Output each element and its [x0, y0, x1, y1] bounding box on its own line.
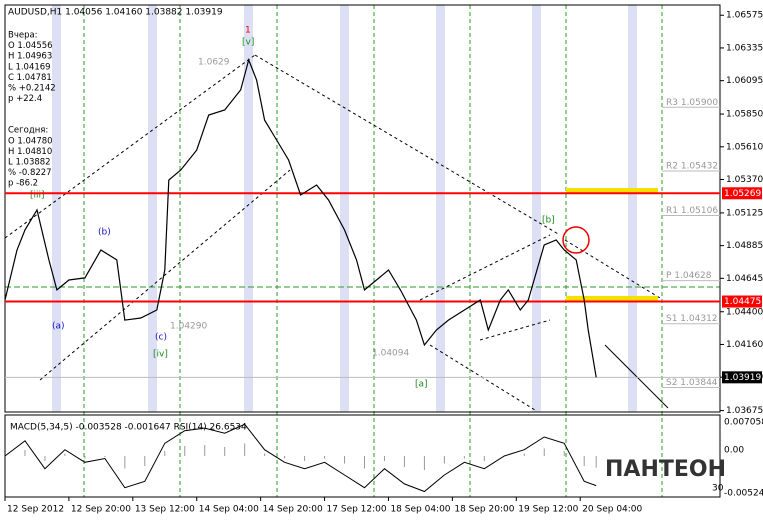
info-line: O 1.04780 — [8, 136, 53, 146]
pivot-label: S1 1.04312 — [666, 314, 718, 324]
level-label: 1.05269 — [724, 189, 761, 199]
wave: [b] — [542, 216, 555, 226]
info-line: % +0.2142 — [8, 84, 56, 94]
level-tag — [722, 187, 762, 200]
x-tick-label: 12 Sep 2012 — [7, 505, 64, 515]
x-tick-label: 14 Sep 20:00 — [263, 505, 323, 515]
indicator-axis-label: 0.007058 — [724, 418, 763, 428]
indicator-axis-label: 0.00 — [724, 446, 744, 456]
target-zone — [566, 188, 658, 194]
y-tick-label: 1.05610 — [726, 142, 763, 152]
header: AUDUSD,H1 1.04056 1.04160 1.03882 1.0391… — [8, 8, 223, 18]
info-line: % -0.8227 — [8, 168, 52, 178]
y-tick-label: 1.05850 — [726, 110, 763, 120]
y-tick-label: 1.03675 — [726, 406, 763, 416]
price-line — [4, 57, 597, 378]
logo: ПАНТЕОН — [605, 457, 726, 482]
price-note: 1.0629 — [198, 58, 230, 68]
y-tick-label: 1.04885 — [726, 241, 763, 251]
x-tick-label: 14 Sep 04:00 — [199, 505, 259, 515]
indicator-axis-label: 30 — [712, 484, 724, 494]
y-tick-label: 1.04160 — [726, 340, 763, 350]
wave: [iii] — [30, 191, 45, 201]
wave: [a] — [415, 380, 428, 390]
y-tick-label: 1.04400 — [726, 307, 763, 317]
wave-labels: 1 [v] (b) (a) (c) [iv] [iii] [b] [a] — [30, 26, 555, 390]
info-line: L 1.04169 — [8, 62, 51, 72]
price-note: 1.04094 — [372, 349, 409, 359]
last-tag — [722, 371, 762, 384]
info-line: Вчера: — [8, 31, 38, 41]
info-line: L 1.03882 — [8, 158, 51, 168]
wave: [iv] — [153, 350, 168, 360]
info-line: O 1.04556 — [8, 41, 53, 51]
wave: [v] — [242, 38, 254, 48]
info-line: C 1.04781 — [8, 73, 52, 83]
price-note: 1.04290 — [170, 322, 207, 332]
x-tick-label: 17 Sep 12:00 — [327, 505, 387, 515]
y-tick-label: 1.05125 — [726, 208, 763, 218]
x-tick-label: 13 Sep 12:00 — [135, 505, 195, 515]
pivot-label: R3 1.05900 — [666, 98, 718, 108]
wave: (c) — [155, 333, 167, 343]
target-zone — [566, 296, 658, 302]
session-bands — [52, 5, 637, 412]
highlight-circle — [562, 226, 590, 254]
x-tick-label: 18 Sep 04:00 — [390, 505, 450, 515]
info-line: H 1.04963 — [8, 52, 52, 62]
level-label: 1.04475 — [724, 297, 761, 307]
pivot-label: P 1.04628 — [666, 271, 712, 281]
pivot-label: S2 1.03844 — [666, 378, 718, 388]
pivot-label: R1 1.05106 — [666, 206, 718, 216]
price-notes: 1.0629 1.04290 1.04094 — [170, 58, 409, 359]
y-tick-label: 1.04645 — [726, 274, 763, 284]
wave: 1 — [245, 26, 251, 36]
y-tick-label: 1.06335 — [726, 43, 763, 53]
info-line: H 1.04810 — [8, 147, 52, 157]
x-tick-label: 19 Sep 12:00 — [518, 505, 578, 515]
level-tag — [722, 295, 762, 308]
wave: (a) — [52, 322, 65, 332]
arrow — [604, 344, 669, 409]
plot-frame — [4, 4, 721, 413]
indicator-title: MACD(5,34,5) -0.003528 -0.001647 RSI(14)… — [10, 423, 247, 433]
indicator-axis-label: -0.00524 — [724, 489, 763, 499]
x-tick-label: 20 Sep 04:00 — [582, 505, 642, 515]
last-label: 1.03919 — [724, 373, 761, 383]
y-tick-label: 1.06095 — [726, 76, 763, 86]
wave: (b) — [98, 228, 111, 238]
x-tick-label: 18 Sep 20:00 — [454, 505, 514, 515]
trend-lines — [4, 54, 661, 411]
info-line: p -86.2 — [8, 179, 38, 189]
x-tick-label: 12 Sep 20:00 — [71, 505, 131, 515]
y-tick-label: 1.06575 — [726, 11, 763, 21]
info-line: Сегодня: — [8, 126, 48, 136]
info-line: p +22.4 — [8, 94, 42, 104]
pivot-label: R2 1.05432 — [666, 162, 718, 172]
y-tick-label: 1.05370 — [726, 175, 763, 185]
rsi-line — [4, 423, 597, 493]
